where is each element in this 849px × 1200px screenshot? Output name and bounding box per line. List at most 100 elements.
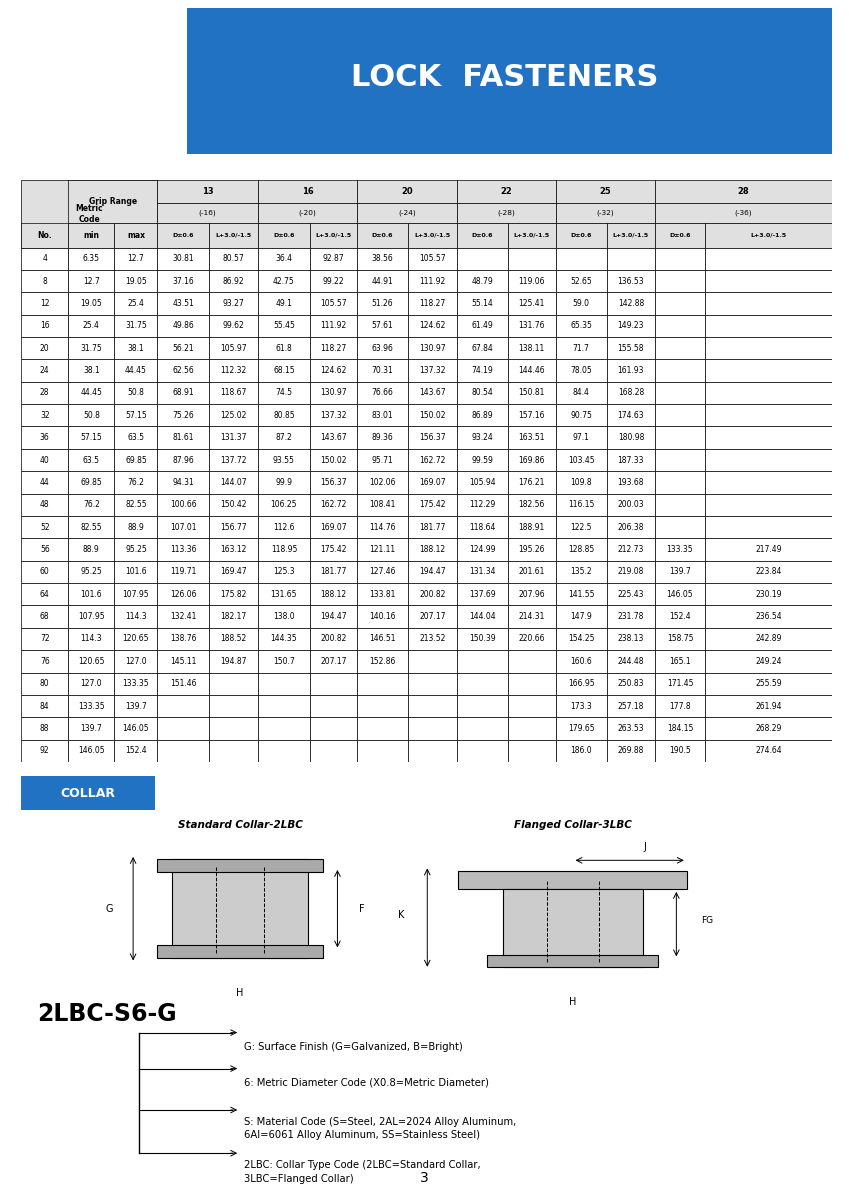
FancyBboxPatch shape	[457, 203, 555, 223]
Text: 36.4: 36.4	[275, 254, 292, 263]
FancyBboxPatch shape	[357, 472, 408, 493]
Text: 263.53: 263.53	[617, 724, 644, 733]
Text: D±0.6: D±0.6	[471, 233, 493, 238]
Text: 69.85: 69.85	[125, 456, 147, 464]
Text: 136.53: 136.53	[617, 276, 644, 286]
FancyBboxPatch shape	[508, 695, 555, 718]
Text: 93.24: 93.24	[471, 433, 493, 442]
Text: 80.85: 80.85	[273, 410, 295, 420]
Text: 24: 24	[40, 366, 49, 376]
FancyBboxPatch shape	[210, 359, 258, 382]
FancyBboxPatch shape	[310, 539, 357, 560]
FancyBboxPatch shape	[508, 672, 555, 695]
FancyBboxPatch shape	[607, 223, 655, 247]
Text: 74.19: 74.19	[471, 366, 493, 376]
FancyBboxPatch shape	[508, 628, 555, 650]
Text: 63.5: 63.5	[83, 456, 100, 464]
FancyBboxPatch shape	[655, 695, 705, 718]
FancyBboxPatch shape	[357, 583, 408, 606]
Text: D±0.6: D±0.6	[372, 233, 393, 238]
Text: 150.81: 150.81	[519, 389, 545, 397]
FancyBboxPatch shape	[408, 516, 457, 539]
Text: 19.05: 19.05	[125, 276, 147, 286]
FancyBboxPatch shape	[357, 247, 408, 270]
FancyBboxPatch shape	[457, 382, 508, 404]
Text: 32: 32	[40, 410, 49, 420]
Text: 155.58: 155.58	[618, 343, 644, 353]
Text: 76.2: 76.2	[127, 478, 144, 487]
FancyBboxPatch shape	[705, 472, 832, 493]
Text: 200.82: 200.82	[419, 589, 446, 599]
Text: (-32): (-32)	[597, 210, 615, 216]
FancyBboxPatch shape	[68, 359, 115, 382]
Text: 131.65: 131.65	[271, 589, 297, 599]
FancyBboxPatch shape	[555, 426, 607, 449]
FancyBboxPatch shape	[210, 739, 258, 762]
FancyBboxPatch shape	[555, 337, 607, 359]
FancyBboxPatch shape	[705, 293, 832, 314]
Text: 127.0: 127.0	[81, 679, 102, 689]
FancyBboxPatch shape	[508, 493, 555, 516]
FancyBboxPatch shape	[210, 449, 258, 472]
Text: (-20): (-20)	[299, 210, 317, 216]
Text: 118.27: 118.27	[419, 299, 446, 308]
FancyBboxPatch shape	[210, 426, 258, 449]
Text: 93.55: 93.55	[273, 456, 295, 464]
Text: 139.7: 139.7	[81, 724, 102, 733]
FancyBboxPatch shape	[705, 628, 832, 650]
FancyBboxPatch shape	[157, 449, 210, 472]
Text: 76.2: 76.2	[83, 500, 100, 509]
FancyBboxPatch shape	[21, 718, 68, 739]
FancyBboxPatch shape	[258, 223, 310, 247]
Text: 190.5: 190.5	[669, 746, 691, 755]
Text: G: Surface Finish (G=Galvanized, B=Bright): G: Surface Finish (G=Galvanized, B=Brigh…	[245, 1042, 463, 1051]
Text: D±0.6: D±0.6	[172, 233, 194, 238]
Text: 119.06: 119.06	[519, 276, 545, 286]
FancyBboxPatch shape	[258, 382, 310, 404]
FancyBboxPatch shape	[555, 359, 607, 382]
Text: 16: 16	[301, 187, 313, 196]
Text: 76: 76	[40, 656, 49, 666]
Text: 3: 3	[420, 1171, 429, 1186]
Text: 175.42: 175.42	[419, 500, 446, 509]
FancyBboxPatch shape	[68, 539, 115, 560]
FancyBboxPatch shape	[408, 650, 457, 672]
FancyBboxPatch shape	[310, 695, 357, 718]
FancyBboxPatch shape	[655, 404, 705, 426]
Text: 48: 48	[40, 500, 49, 509]
FancyBboxPatch shape	[655, 426, 705, 449]
Text: 95.71: 95.71	[372, 456, 393, 464]
FancyBboxPatch shape	[258, 628, 310, 650]
Text: 93.27: 93.27	[222, 299, 245, 308]
Text: 137.72: 137.72	[221, 456, 247, 464]
Text: 12.7: 12.7	[127, 254, 144, 263]
Text: 160.6: 160.6	[571, 656, 592, 666]
Text: 22: 22	[500, 187, 512, 196]
Text: 69.85: 69.85	[81, 478, 102, 487]
Text: 78.05: 78.05	[571, 366, 592, 376]
FancyBboxPatch shape	[655, 337, 705, 359]
FancyBboxPatch shape	[555, 449, 607, 472]
Text: 131.76: 131.76	[519, 322, 545, 330]
Text: 28: 28	[40, 389, 49, 397]
FancyBboxPatch shape	[68, 293, 115, 314]
Text: 132.41: 132.41	[170, 612, 197, 622]
FancyBboxPatch shape	[457, 247, 508, 270]
FancyBboxPatch shape	[357, 449, 408, 472]
FancyBboxPatch shape	[705, 718, 832, 739]
Text: S: Material Code (S=Steel, 2AL=2024 Alloy Aluminum,
6Al=6061 Alloy Aluminum, SS=: S: Material Code (S=Steel, 2AL=2024 Allo…	[245, 1117, 516, 1140]
Text: 163.51: 163.51	[519, 433, 545, 442]
FancyBboxPatch shape	[457, 718, 508, 739]
FancyBboxPatch shape	[408, 270, 457, 293]
FancyBboxPatch shape	[310, 493, 357, 516]
Text: 146.05: 146.05	[666, 589, 694, 599]
Text: 144.07: 144.07	[221, 478, 247, 487]
FancyBboxPatch shape	[457, 404, 508, 426]
FancyBboxPatch shape	[508, 359, 555, 382]
Text: 149.23: 149.23	[618, 322, 644, 330]
FancyBboxPatch shape	[157, 293, 210, 314]
Text: 84.4: 84.4	[572, 389, 589, 397]
Text: 100.66: 100.66	[170, 500, 197, 509]
Text: 57.61: 57.61	[372, 322, 393, 330]
FancyBboxPatch shape	[172, 859, 308, 958]
